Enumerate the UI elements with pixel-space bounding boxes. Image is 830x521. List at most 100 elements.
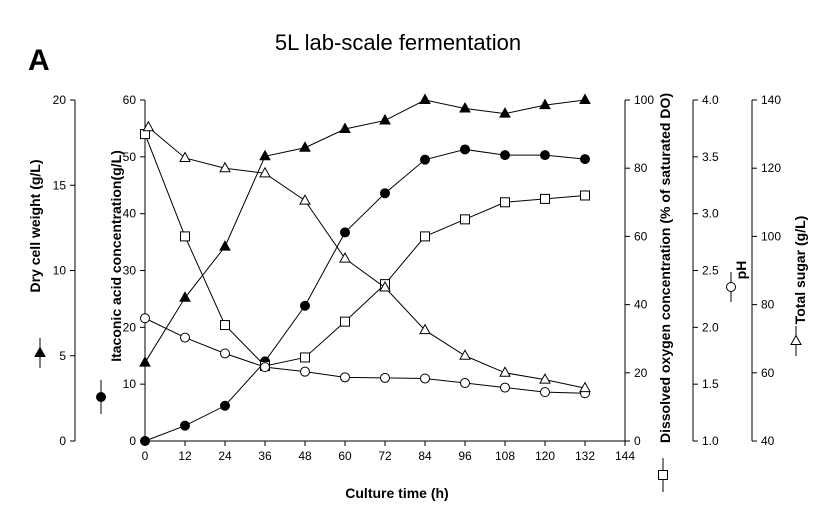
data-point-sugar <box>299 194 311 205</box>
data-point-ph <box>220 348 230 359</box>
x-tick-label: 24 <box>218 449 232 463</box>
sugar-axis-title: Total sugar (g/L) <box>792 216 808 325</box>
dcw-tick-label: 15 <box>53 178 67 192</box>
dcw-tick-label: 0 <box>59 434 66 448</box>
data-point-ita <box>500 150 510 161</box>
do-legend-marker <box>658 470 668 480</box>
series-ita <box>140 144 590 446</box>
ph-tick-label: 1.5 <box>702 377 719 391</box>
ita-tick-label: 30 <box>123 264 137 278</box>
data-point-ph <box>300 366 310 377</box>
sugar-tick-label: 100 <box>761 229 781 243</box>
y-axes: 0 5 10 15 20 0 10 20 30 40 50 60 0 20 40 60 80 100 1.0 1.5 2… <box>53 93 782 448</box>
sugar-tick-label: 80 <box>761 298 775 312</box>
data-point-sugar <box>219 161 231 173</box>
data-point-dcw <box>499 107 511 118</box>
x-tick-label: 0 <box>142 449 149 463</box>
data-point-sugar <box>499 366 511 377</box>
data-point-sugar <box>539 373 551 384</box>
data-point-sugar <box>339 252 351 263</box>
data-point-dcw <box>539 98 551 110</box>
data-point-ita <box>180 420 190 431</box>
sugar-tick-label: 120 <box>761 161 781 175</box>
dcw-tick-label: 20 <box>53 93 67 107</box>
data-point-sugar <box>459 349 471 360</box>
series-line-dcw <box>144 99 586 363</box>
data-point-sugar <box>379 281 391 292</box>
x-tick-label: 48 <box>298 449 312 463</box>
ita-tick-label: 20 <box>123 320 137 334</box>
ita-tick-label: 10 <box>123 377 137 391</box>
sugar-tick-label: 40 <box>761 434 775 448</box>
data-point-ita <box>220 400 230 411</box>
series-ph <box>140 313 590 399</box>
data-point-do <box>420 231 430 242</box>
data-point-ph <box>180 332 190 343</box>
data-series <box>139 93 591 446</box>
data-point-dcw <box>139 356 151 367</box>
data-point-do <box>300 352 310 363</box>
x-tick-label: 132 <box>575 449 595 463</box>
series-dcw <box>139 93 591 367</box>
data-point-dcw <box>459 101 471 113</box>
data-point-do <box>500 197 510 208</box>
do-tick-label: 80 <box>634 161 648 175</box>
data-point-ph <box>380 372 390 383</box>
data-point-dcw <box>579 93 591 104</box>
x-tick-label: 12 <box>178 449 192 463</box>
data-point-ita <box>540 150 550 161</box>
ph-tick-label: 3.0 <box>702 207 719 221</box>
axis-legend-symbols <box>34 272 802 492</box>
data-point-sugar <box>579 381 591 393</box>
data-point-dcw <box>339 122 351 133</box>
do-axis-title: Dissolved oxygen concentration (% of sat… <box>657 93 673 443</box>
do-tick-label: 20 <box>634 366 648 380</box>
data-point-dcw <box>419 93 431 104</box>
data-point-ita <box>340 227 350 238</box>
data-point-ph <box>140 313 150 324</box>
x-tick-label: 60 <box>338 449 352 463</box>
data-point-do <box>460 214 470 225</box>
data-point-do <box>340 316 350 327</box>
x-tick-label: 96 <box>458 449 472 463</box>
data-point-ita <box>420 154 430 165</box>
dcw-tick-label: 10 <box>53 264 67 278</box>
series-line-do <box>144 133 586 367</box>
sugar-tick-label: 60 <box>761 366 775 380</box>
dcw-axis-title: Dry cell weight (g/L) <box>27 159 43 292</box>
data-point-do <box>540 193 550 204</box>
ph-tick-label: 1.0 <box>702 434 719 448</box>
ita-tick-label: 40 <box>123 207 137 221</box>
dcw-tick-label: 5 <box>59 349 66 363</box>
sugar-legend-marker <box>790 334 802 345</box>
x-tick-label: 108 <box>495 449 515 463</box>
ita-tick-label: 0 <box>129 434 136 448</box>
series-line-ita <box>144 148 586 442</box>
data-point-ita <box>380 188 390 199</box>
data-point-do <box>580 190 590 201</box>
do-tick-label: 0 <box>634 434 641 448</box>
data-point-dcw <box>219 240 231 251</box>
data-point-sugar <box>259 166 271 178</box>
ph-tick-label: 4.0 <box>702 93 719 107</box>
data-point-ph <box>540 387 550 398</box>
ph-axis-title: pH <box>733 261 749 280</box>
data-point-sugar <box>179 151 191 162</box>
data-point-ph <box>260 362 270 373</box>
data-point-do <box>180 231 190 242</box>
x-tick-label: 36 <box>258 449 272 463</box>
ph-legend-marker <box>726 282 736 292</box>
sugar-tick-label: 140 <box>761 93 781 107</box>
data-point-ita <box>140 436 150 446</box>
dcw-legend-marker <box>34 346 46 357</box>
ph-tick-label: 2.0 <box>702 320 719 334</box>
chart-title: 5L lab-scale fermentation <box>275 30 521 55</box>
x-tick-label: 120 <box>535 449 555 463</box>
series-line-sugar <box>148 126 586 389</box>
data-point-dcw <box>299 141 311 152</box>
data-point-do <box>220 320 230 331</box>
ita-legend-marker <box>96 392 106 402</box>
do-tick-label: 100 <box>634 93 654 107</box>
itaconic-axis-title: Itaconic acid concentration(g/L) <box>108 150 124 362</box>
data-point-ita <box>580 154 590 165</box>
